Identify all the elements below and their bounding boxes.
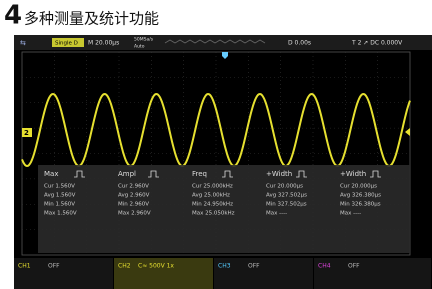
timebase: M 20.00μs xyxy=(88,40,119,47)
measurement-row: Max 1.560V xyxy=(44,211,77,217)
channel-state: OFF xyxy=(48,263,60,270)
measurement-row: Min 1.560V xyxy=(44,202,75,208)
measurement-row: Avg 327.502μs xyxy=(266,193,307,199)
channel-name: CH2 xyxy=(118,263,131,270)
measurement-name: +Width xyxy=(340,170,366,178)
measurement-name: Freq xyxy=(192,170,207,178)
channel-bar: CH1 OFF CH2 C≈ 500V 1x CH3 OFF CH4 OFF xyxy=(14,258,431,289)
channel-name: CH3 xyxy=(218,263,231,270)
channel-state: OFF xyxy=(248,263,260,270)
measurement-row: Avg 25.00kHz xyxy=(192,193,230,199)
measurement-row: Min 327.502μs xyxy=(266,202,307,208)
measurement-row: Max 2.960V xyxy=(118,211,151,217)
measurement-row: Min 2.960V xyxy=(118,202,149,208)
channel-state: C≈ 500V 1x xyxy=(138,263,174,270)
measurement-row: Avg 326.380μs xyxy=(340,193,381,199)
measurement-row: Max 25.050kHz xyxy=(192,211,235,217)
measurement-row: Avg 1.560V xyxy=(44,193,76,199)
measurement-row: Cur 25.000kHz xyxy=(192,184,233,190)
measurement-panel xyxy=(38,165,410,253)
measurement-row: Min 24.950kHz xyxy=(192,202,233,208)
measurement-row: Cur 2.960V xyxy=(118,184,149,190)
run-state: Single D xyxy=(55,41,78,47)
measurement-row: Max ---- xyxy=(266,211,287,217)
sample-rate: 50MSa/s xyxy=(134,37,154,43)
usb-icon: ⇆ xyxy=(20,39,26,47)
acquire-mode: Auto xyxy=(134,44,145,50)
screenshot: 4 多种测量及统计功能 ⇆ Single D M 20.00μs 50MSa/s… xyxy=(0,0,432,289)
section-title: 多种测量及统计功能 xyxy=(24,10,159,28)
channel-name: CH1 xyxy=(18,263,31,270)
measurement-row: Max ---- xyxy=(340,211,361,217)
measurement-name: Ampl xyxy=(118,170,136,178)
measurement-row: Cur 1.560V xyxy=(44,184,75,190)
measurement-row: Cur 20.000μs xyxy=(266,184,303,190)
channel-name: CH4 xyxy=(318,263,331,270)
section-number: 4 xyxy=(4,1,22,31)
channel-state: OFF xyxy=(348,263,360,270)
measurement-row: Avg 2.960V xyxy=(118,193,150,199)
measurement-name: +Width xyxy=(266,170,292,178)
trigger: T 2 ↗ DC 0.000V xyxy=(351,40,403,47)
delay: D 0.00s xyxy=(288,40,311,47)
measurement-row: Cur 20.000μs xyxy=(340,184,377,190)
measurement-row: Min 326.380μs xyxy=(340,202,381,208)
page: {"header": {"number": "4", "title": "多种测… xyxy=(0,0,432,289)
channel-marker-label: 2 xyxy=(24,129,29,137)
measurement-name: Max xyxy=(44,170,58,178)
channel-cell xyxy=(314,258,431,289)
